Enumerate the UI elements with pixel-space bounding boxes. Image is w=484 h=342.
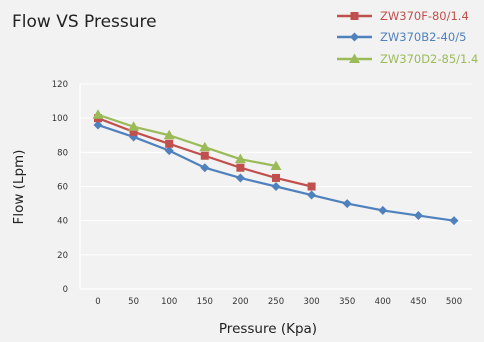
legend-marker xyxy=(349,53,360,63)
data-point xyxy=(200,151,209,160)
data-point xyxy=(413,211,423,221)
data-point xyxy=(307,190,317,200)
x-tick-label: 100 xyxy=(161,297,177,307)
legend-item: ZW370B2-40/5 xyxy=(337,30,466,44)
legend: ZW370F-80/1.4 ZW370B2-40/5 ZW370D2-85/1.4 xyxy=(337,9,478,66)
x-tick-label: 500 xyxy=(446,297,462,307)
legend-item: ZW370F-80/1.4 xyxy=(337,9,469,23)
data-point xyxy=(342,199,352,209)
y-tick-labels: 0 20 40 60 80 100 120 xyxy=(52,80,68,295)
data-point xyxy=(236,163,245,172)
y-tick-label: 40 xyxy=(57,217,68,227)
x-tick-label: 250 xyxy=(268,297,284,307)
y-tick-label: 0 xyxy=(63,285,68,295)
x-tick-label: 300 xyxy=(303,297,319,307)
y-tick-label: 100 xyxy=(52,114,68,124)
data-point xyxy=(272,173,280,182)
data-point xyxy=(129,127,138,136)
x-tick-label: 150 xyxy=(197,297,213,307)
data-point xyxy=(163,129,175,140)
series-1 xyxy=(93,120,459,226)
data-point xyxy=(92,109,104,119)
x-tick-label: 400 xyxy=(375,297,391,307)
data-point xyxy=(164,146,174,156)
legend-marker xyxy=(350,12,359,20)
series-line xyxy=(97,113,277,168)
x-tick-labels: 0 50 100 150 200 250 300 350 400 450 500 xyxy=(95,297,462,307)
data-point xyxy=(235,173,245,183)
y-tick-label: 80 xyxy=(57,148,68,158)
legend-item: ZW370D2-85/1.4 xyxy=(337,52,478,66)
data-point xyxy=(270,160,282,170)
data-point xyxy=(165,139,174,148)
data-point xyxy=(271,182,281,191)
series-layer xyxy=(92,109,459,226)
series-2 xyxy=(92,109,282,170)
data-point xyxy=(449,216,459,226)
y-tick-label: 120 xyxy=(52,80,68,90)
legend-label: ZW370F-80/1.4 xyxy=(380,9,469,23)
x-tick-label: 0 xyxy=(95,297,100,307)
x-tick-label: 50 xyxy=(128,297,139,307)
data-point xyxy=(199,141,211,152)
data-point xyxy=(200,163,210,173)
x-axis-title: Pressure (Kpa) xyxy=(219,321,317,337)
x-tick-label: 450 xyxy=(410,297,426,307)
x-tick-label: 200 xyxy=(232,297,248,307)
y-tick-label: 20 xyxy=(57,251,68,261)
data-point xyxy=(128,121,140,131)
x-tick-label: 350 xyxy=(339,297,355,307)
y-axis-title: Flow (Lpm) xyxy=(11,150,27,225)
legend-label: ZW370D2-85/1.4 xyxy=(380,52,478,66)
legend-marker xyxy=(350,32,359,42)
y-tick-label: 60 xyxy=(57,183,68,193)
legend-label: ZW370B2-40/5 xyxy=(380,30,466,44)
axes xyxy=(79,84,472,290)
data-point xyxy=(234,153,246,164)
data-point xyxy=(307,182,316,191)
data-point xyxy=(93,120,103,130)
chart-title: Flow VS Pressure xyxy=(12,12,157,32)
data-point xyxy=(378,205,388,215)
